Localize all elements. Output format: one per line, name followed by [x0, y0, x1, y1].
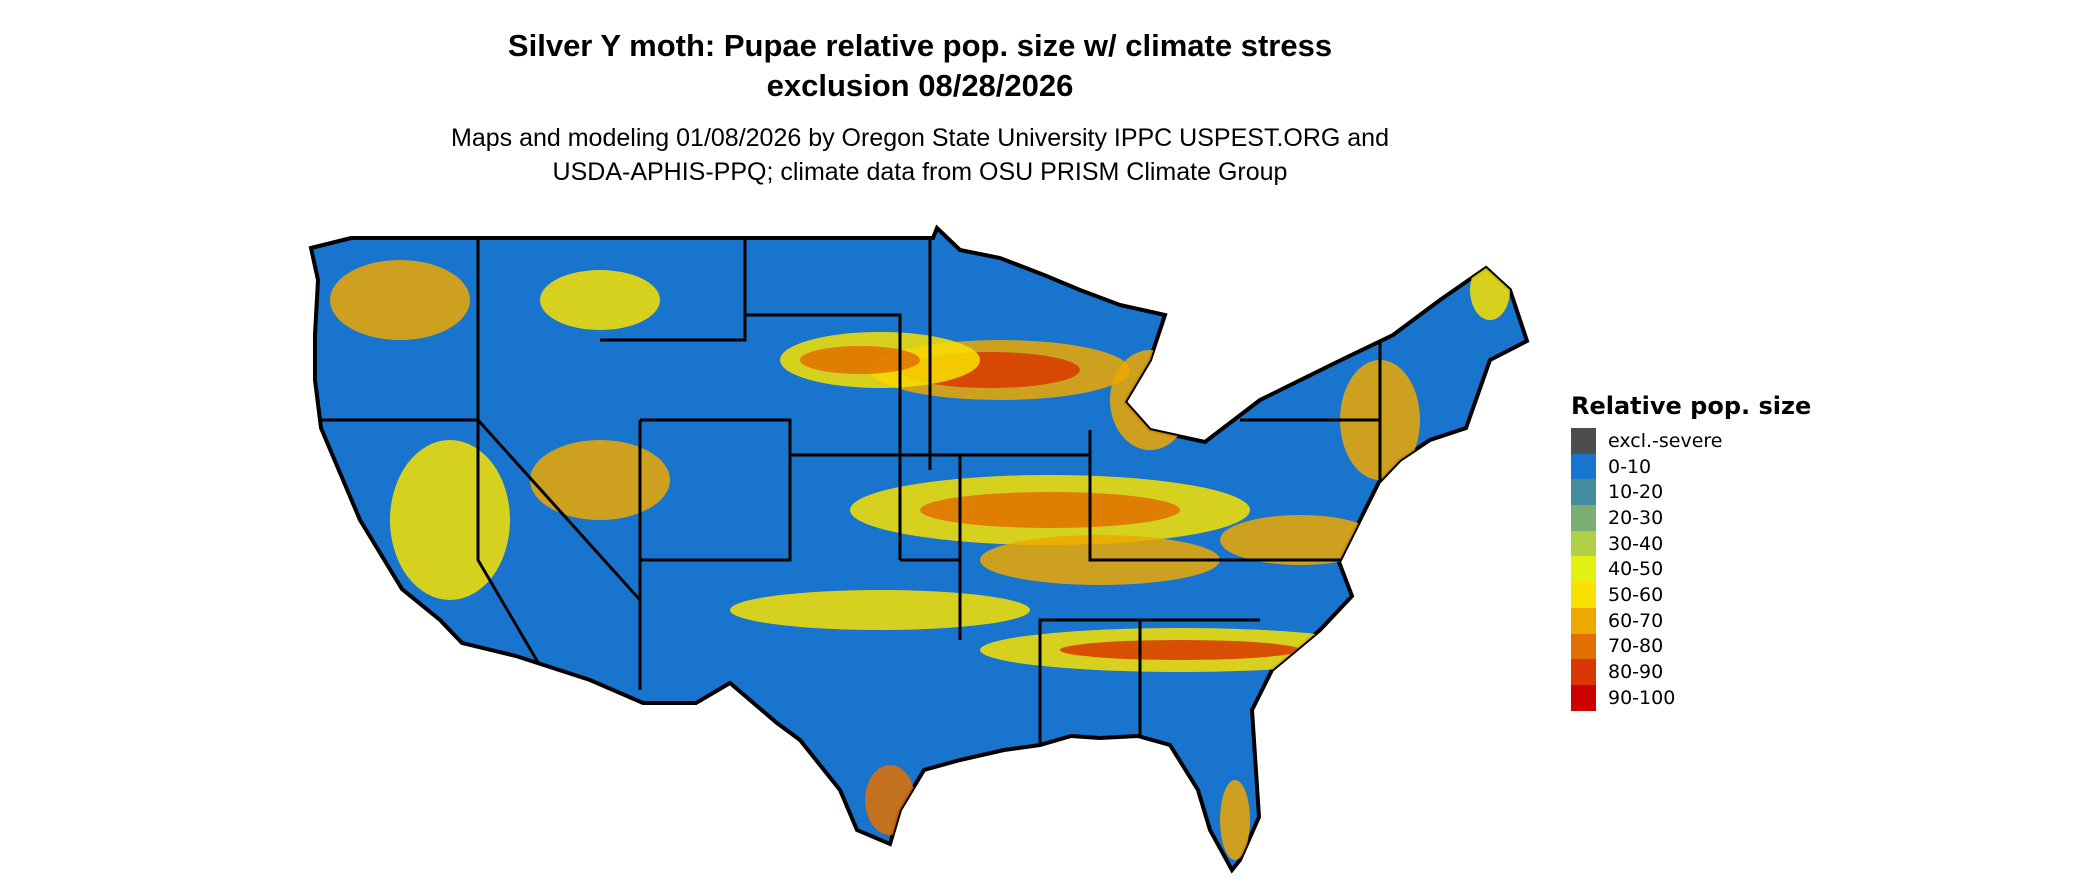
- legend-label: 0-10: [1608, 455, 1652, 478]
- legend-item: 10-20: [1571, 479, 1811, 506]
- state-border: [600, 240, 747, 342]
- map-title-line-1: Silver Y moth: Pupae relative pop. size …: [507, 28, 1333, 63]
- state-border: [476, 420, 562, 701]
- legend-swatch: [1571, 453, 1596, 480]
- heat-region: [1060, 640, 1300, 660]
- legend: Relative pop. size excl.-severe 0-10 10-20…: [1571, 392, 1811, 711]
- legend-swatch: [1571, 556, 1596, 583]
- legend-label: 10-20: [1608, 481, 1664, 504]
- heat-region: [390, 440, 510, 600]
- legend-label: 40-50: [1608, 558, 1664, 581]
- legend-label: 70-80: [1608, 635, 1664, 658]
- map-subtitle-line-1: Maps and modeling 01/08/2026 by Oregon S…: [451, 124, 1389, 152]
- legend-item: 40-50: [1571, 556, 1811, 583]
- heat-region: [330, 260, 470, 340]
- heat-region: [730, 590, 1030, 630]
- legend-swatch: [1571, 684, 1596, 711]
- state-borders: [321, 238, 1382, 760]
- conus-outline: [308, 224, 1530, 874]
- legend-item: 70-80: [1571, 633, 1811, 660]
- legend-label: 20-30: [1608, 506, 1664, 529]
- legend-swatch: [1571, 505, 1596, 531]
- legend-item: 30-40: [1571, 530, 1811, 557]
- heat-region: [920, 492, 1180, 528]
- heat-region: [530, 440, 670, 520]
- heat-region: [1220, 780, 1250, 860]
- state-border: [1038, 618, 1260, 760]
- legend-item: 90-100: [1571, 684, 1811, 711]
- legend-swatch: [1571, 479, 1596, 506]
- legend-label: 80-90: [1608, 661, 1664, 684]
- heat-region: [540, 270, 660, 330]
- legend-item: 50-60: [1571, 582, 1811, 608]
- legend-title: Relative pop. size: [1571, 392, 1812, 420]
- legend-swatch: [1571, 582, 1596, 608]
- legend-label: 90-100: [1608, 686, 1676, 709]
- state-border: [745, 313, 902, 560]
- legend-swatch: [1571, 428, 1596, 454]
- heat-region: [1220, 515, 1380, 565]
- heat-region: [800, 346, 920, 374]
- legend-item: 60-70: [1571, 607, 1811, 634]
- state-border: [640, 418, 792, 562]
- map-subtitle-line-2: USDA-APHIS-PPQ; climate data from OSU PR…: [552, 158, 1288, 186]
- legend-swatch: [1571, 659, 1596, 685]
- legend-swatch: [1571, 607, 1596, 634]
- legend-label: 30-40: [1608, 532, 1664, 555]
- state-border: [1088, 430, 1200, 562]
- legend-item: excl.-severe: [1571, 428, 1811, 454]
- legend-item: 20-30: [1571, 505, 1811, 531]
- legend-swatch: [1571, 530, 1596, 557]
- legend-label: excl.-severe: [1608, 429, 1723, 452]
- legend-swatch: [1571, 633, 1596, 660]
- legend-label: 50-60: [1608, 583, 1664, 606]
- map-title-line-2: exclusion 08/28/2026: [766, 68, 1074, 103]
- legend-item: 0-10: [1571, 453, 1811, 480]
- legend-label: 60-70: [1608, 609, 1664, 632]
- legend-item: 80-90: [1571, 659, 1811, 685]
